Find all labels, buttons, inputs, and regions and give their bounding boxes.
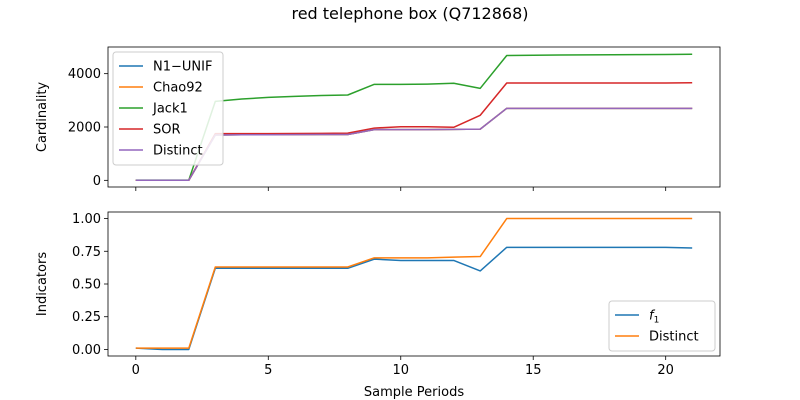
series-line-1 (135, 246, 693, 351)
y-tick-label: 0.25 (72, 310, 101, 325)
legend-box (112, 51, 224, 166)
y-tick-label: 0 (93, 174, 101, 189)
y-tick-label: 0.00 (72, 343, 101, 358)
legend-label: Chao92 (153, 81, 203, 96)
legend-label: Distinct (649, 330, 699, 345)
x-tick-label: 10 (392, 363, 409, 378)
y-tick-label: 0.75 (72, 245, 101, 260)
plot-2: 0 5 10 15 20 0.00 0.25 0.50 0.75 1.00 Indicators Sa… (35, 211, 721, 400)
plots: 0 2000 4000 Cardinality N1−UNIF Chao92 Jack1 SO… (35, 46, 721, 400)
x-axis-label: Sample Periods (364, 385, 464, 400)
y-axis-label: Indicators (35, 252, 50, 316)
y-tick-label: 2000 (68, 121, 101, 136)
legend-label: SOR (153, 123, 181, 138)
y-tick-label: 1.00 (72, 212, 101, 227)
figure-title: red telephone box (Q712868) (291, 4, 528, 23)
x-tick-label: 5 (264, 363, 272, 378)
x-tick-label: 20 (657, 363, 674, 378)
legend-label: f1 (649, 309, 659, 326)
x-tick-label: 0 (132, 363, 140, 378)
legend: N1−UNIF Chao92 Jack1 SOR Distinct (112, 51, 224, 166)
series-line-3 (135, 53, 693, 181)
legend: f1 Distinct (608, 300, 716, 352)
y-tick-label: 0.50 (72, 278, 101, 293)
y-axis-label: Cardinality (35, 82, 50, 153)
x-tick-label: 15 (525, 363, 542, 378)
series-line-5 (135, 107, 693, 181)
legend-label: N1−UNIF (153, 60, 212, 75)
legend-label: Jack1 (152, 102, 188, 117)
plot-1: 0 2000 4000 Cardinality N1−UNIF Chao92 Jack1 SO… (35, 46, 721, 191)
axes-frame (107, 46, 721, 188)
legend-label: Distinct (153, 144, 203, 159)
series-line-2 (135, 217, 693, 349)
series-line-4 (135, 81, 693, 181)
legend-box (608, 300, 716, 352)
y-tick-label: 4000 (68, 67, 101, 82)
